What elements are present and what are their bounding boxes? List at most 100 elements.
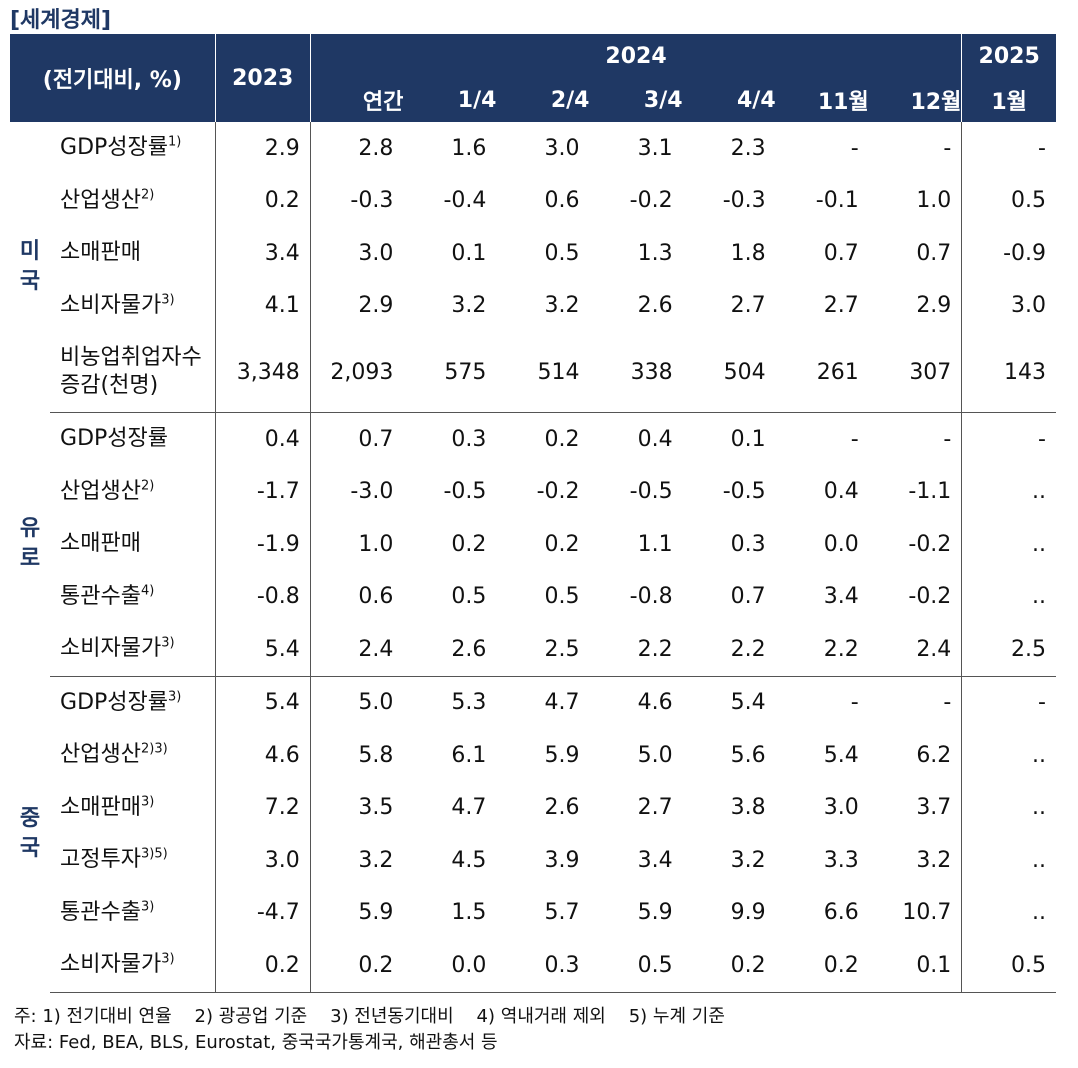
value-cell: 3.8 — [730, 795, 766, 821]
value-cell: 2.9 — [868, 279, 963, 332]
footnote-marker: 3) — [161, 292, 175, 308]
notes: 주: 1) 전기대비 연율 2) 광공업 기준 3) 전년동기대비 4) 역내거… — [14, 1004, 725, 1056]
value-cell: -0.5 — [629, 479, 673, 505]
value-cell: -1.7 — [215, 465, 311, 518]
value-cell: -0.2 — [536, 479, 580, 505]
value-cell: -0.8 — [215, 570, 311, 623]
value-cell: 4.6 — [215, 729, 311, 782]
value-cell: 3.0 — [823, 795, 859, 821]
row-label-text: 통관수출 — [60, 899, 141, 925]
footnote-marker: 2) — [141, 187, 155, 203]
row-label: 산업생산2) — [50, 174, 216, 227]
value-cell: 0.0 — [403, 939, 497, 993]
value-cell: 2.2 — [682, 623, 776, 677]
value-cell: 1.6 — [451, 135, 487, 161]
footnote-marker: 3)5) — [141, 846, 168, 862]
value-cell: 0.2 — [544, 531, 580, 557]
value-cell: -1.1 — [868, 465, 963, 518]
value-cell: 3.1 — [637, 135, 673, 161]
value-cell: 2.3 — [730, 135, 766, 161]
value-cell: 0.5 — [961, 939, 1056, 993]
value-cell: 0.5 — [589, 939, 683, 993]
value-cell: 2.4 — [868, 623, 963, 677]
region-char: 미 — [19, 239, 41, 265]
value-cell: .. — [1032, 795, 1046, 821]
value-cell: 307 — [868, 332, 963, 413]
row-label-text: 통관수출 — [60, 583, 141, 609]
table-row: 미 국 GDP성장률1) 2.9 2.8 1.6 3.0 3.1 2.3- - - — [10, 122, 1056, 294]
value-cell: .. — [1032, 584, 1046, 610]
value-cell: 2.6 — [544, 795, 580, 821]
value-cell: 5.7 — [544, 900, 580, 926]
row-label-text: 소매판매 — [60, 531, 141, 557]
value-cell: -0.3 — [350, 188, 394, 214]
value-cell: -0.5 — [722, 479, 766, 505]
world-economy-table: (전기대비, %) 2023 2024 2025 연간 1/4 2/4 3/4 … — [10, 34, 1056, 993]
value-cell: 3.4 — [823, 584, 859, 610]
value-cell: 4.6 — [637, 690, 673, 716]
header-2024-dec: 12월 — [868, 78, 963, 122]
value-cell: 2.6 — [637, 293, 673, 319]
value-cell: 0.2 — [451, 531, 487, 557]
value-cell: 143 — [961, 332, 1056, 413]
table-body: 미 국 GDP성장률1) 2.9 2.8 1.6 3.0 3.1 2.3- - - 산업생산2) 0.2… — [10, 122, 1056, 993]
value-cell: 5.9 — [358, 900, 394, 926]
header-2024-q2: 2/4 — [496, 78, 590, 122]
header-2024-q3: 3/4 — [589, 78, 683, 122]
footnote-marker: 3) — [161, 635, 175, 651]
row-label-text: 산업생산 — [60, 187, 141, 213]
row-label-text: GDP성장률 — [60, 689, 169, 715]
value-cell: 5.3 — [451, 690, 487, 716]
value-cell: .. — [1032, 742, 1046, 768]
value-cell: 0.7 — [868, 227, 963, 280]
value-cell: 514 — [496, 332, 590, 413]
header-2024-nov: 11월 — [775, 78, 869, 122]
value-cell: 0.7 — [823, 240, 859, 266]
value-cell: -0.2 — [868, 518, 963, 571]
value-cell: 5.4 — [823, 742, 859, 768]
table-row: 통관수출3) -4.7 5.9 1.5 5.7 5.9 9.9 6.6 10.7.. — [10, 886, 1056, 939]
value-cell: - — [1038, 135, 1046, 161]
footnote-marker: 1) — [168, 134, 182, 150]
value-cell: 4.1 — [215, 279, 311, 332]
value-cell: 0.0 — [823, 531, 859, 557]
value-cell: 3.0 — [215, 834, 311, 887]
value-cell: 1.3 — [637, 240, 673, 266]
region-char: 중 — [19, 806, 41, 831]
value-cell: 575 — [403, 332, 497, 413]
value-cell: .. — [1032, 847, 1046, 873]
footnote-marker: 3) — [168, 689, 182, 705]
footnote-line: 주: 1) 전기대비 연율 2) 광공업 기준 3) 전년동기대비 4) 역내거… — [14, 1006, 725, 1027]
table-row: 통관수출4) -0.8 0.6 0.5 0.5 -0.8 0.7 3.4 -0.2.. — [10, 570, 1056, 623]
value-cell: 4.7 — [451, 795, 487, 821]
table-row: 산업생산2)3) 4.6 5.8 6.1 5.9 5.0 5.6 5.4 6.2.. — [10, 729, 1056, 782]
footnote-marker: 3) — [161, 951, 175, 967]
region-char: 유 — [19, 516, 41, 542]
row-label-text: 소비자물가 — [60, 292, 162, 318]
value-cell: 5.4 — [215, 623, 311, 677]
value-cell: 3.9 — [544, 847, 580, 873]
value-cell: - — [850, 426, 859, 452]
table-row: 소매판매 -1.9 1.0 0.2 0.2 1.1 0.3 0.0 -0.2.. — [10, 518, 1056, 571]
header-2024: 2024 — [310, 34, 963, 78]
value-cell: 3.2 — [868, 834, 963, 887]
region-char: 로 — [19, 546, 41, 572]
value-cell: -3.0 — [350, 479, 394, 505]
value-cell: 0.2 — [775, 939, 869, 993]
value-cell: 2.9 — [358, 293, 394, 319]
table-row: 비농업취업자수 증감(천명) 3,348 2,093 575 514 338 504 261 30… — [10, 332, 1056, 413]
value-cell: 0.1 — [730, 426, 766, 452]
value-cell: 2.5 — [496, 623, 590, 677]
value-cell: 0.5 — [544, 584, 580, 610]
value-cell: -4.7 — [215, 886, 311, 939]
region-char: 국 — [19, 269, 41, 295]
value-cell: 1.5 — [451, 900, 487, 926]
value-cell: 3.4 — [215, 227, 311, 280]
value-cell: 0.7 — [358, 426, 394, 452]
value-cell: 2.5 — [961, 623, 1056, 677]
value-cell: 0.2 — [215, 939, 311, 993]
table-row: 산업생산2) -1.7 -3.0 -0.5 -0.2 -0.5 -0.5 0.4 -1.1.. — [10, 465, 1056, 518]
table-row: 소비자물가3) 5.4 2.4 2.6 2.5 2.2 2.2 2.2 2.4 2.5 — [10, 623, 1056, 677]
row-label: 비농업취업자수 증감(천명) — [50, 332, 216, 413]
value-cell: 4.5 — [451, 847, 487, 873]
